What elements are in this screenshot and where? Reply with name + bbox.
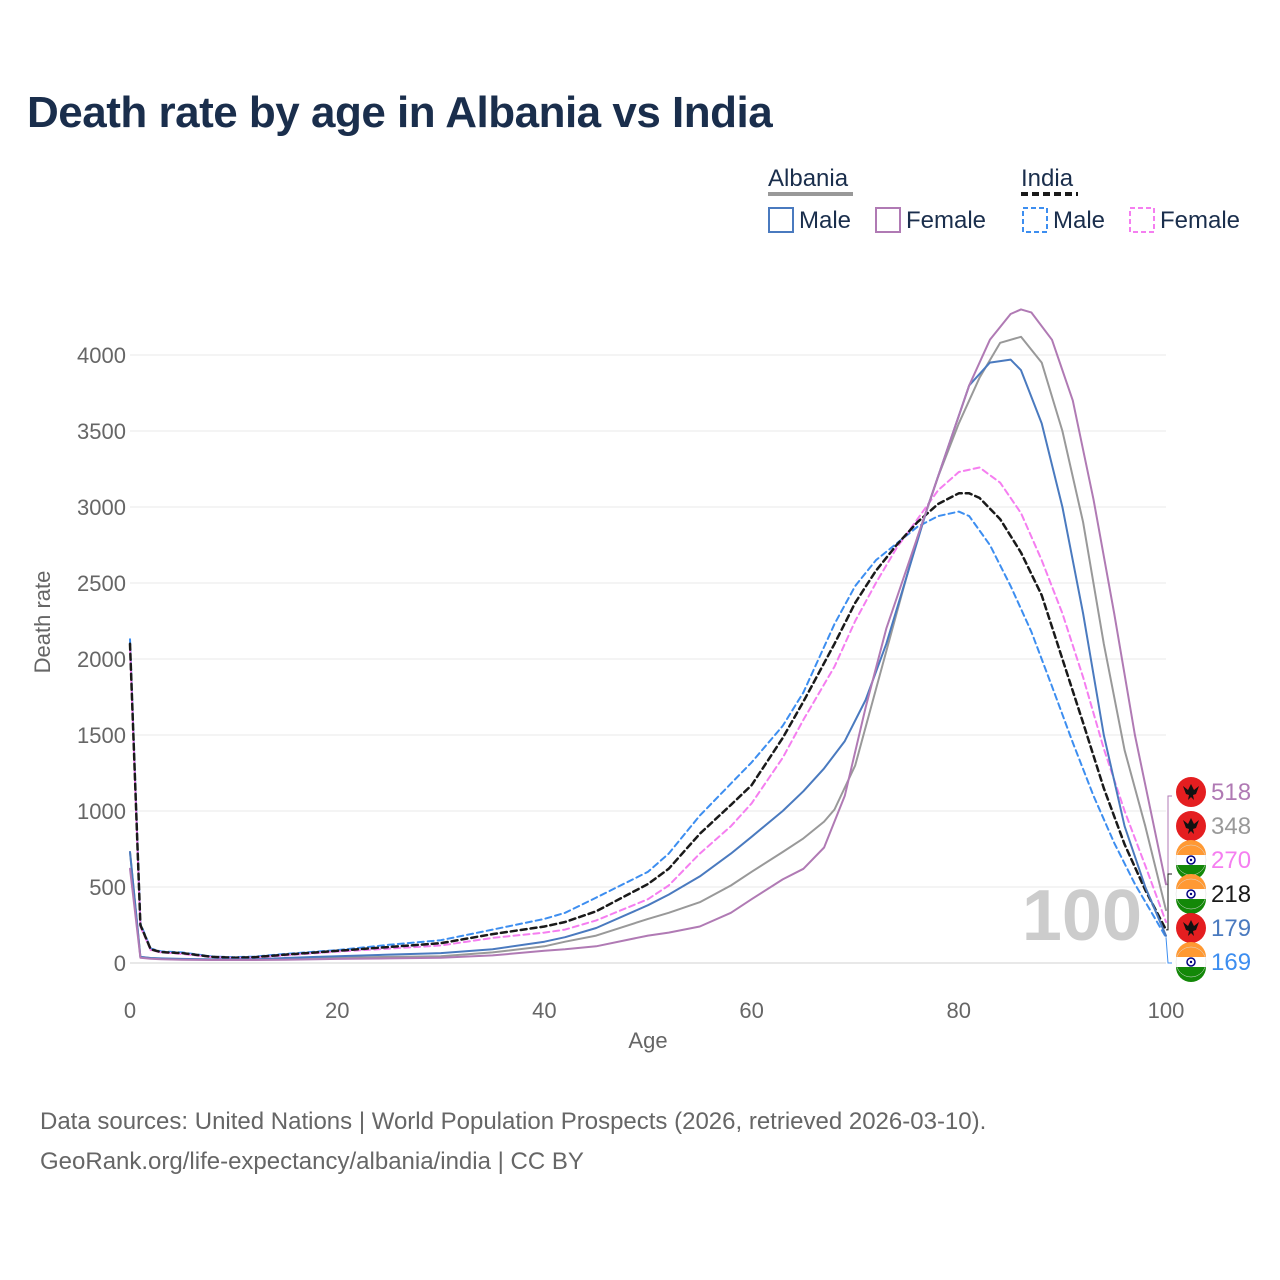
x-tick-label: 0 bbox=[124, 998, 136, 1023]
end-label-albania-female: 518 bbox=[1211, 779, 1251, 806]
end-connector bbox=[1165, 937, 1172, 964]
x-tick-label: 40 bbox=[532, 998, 556, 1023]
y-tick-label: 2000 bbox=[77, 647, 126, 672]
legend: Albania India Male Female Male Female bbox=[768, 165, 1240, 234]
india-flag-icon bbox=[1175, 942, 1207, 982]
legend-albania-male-label: Male bbox=[799, 207, 851, 234]
y-tick-label: 3500 bbox=[77, 419, 126, 444]
albania-flag-icon bbox=[1176, 913, 1206, 943]
y-axis-label: Death rate bbox=[30, 571, 55, 674]
x-tick-label: 20 bbox=[325, 998, 349, 1023]
legend-albania-female-label: Female bbox=[906, 207, 986, 234]
series-line-albania-female bbox=[129, 308, 1167, 961]
legend-india-male-swatch bbox=[1022, 207, 1048, 233]
end-label-india-male: 169 bbox=[1211, 949, 1251, 976]
end-label-india-female: 270 bbox=[1211, 847, 1251, 874]
end-label-albania-male: 179 bbox=[1211, 915, 1251, 942]
y-tick-label: 4000 bbox=[77, 343, 126, 368]
albania-flag-icon bbox=[1176, 811, 1206, 841]
current-age-label: 100 bbox=[1022, 876, 1142, 956]
y-tick-label: 1500 bbox=[77, 723, 126, 748]
gridlines bbox=[130, 354, 1166, 964]
y-tick-label: 2500 bbox=[77, 571, 126, 596]
source-line: Data sources: United Nations | World Pop… bbox=[40, 1108, 987, 1135]
legend-albania-male-swatch bbox=[768, 207, 794, 233]
x-axis-ticks: 0 20 40 60 80 100 bbox=[124, 998, 1184, 1023]
series-line-india-total bbox=[128, 492, 1168, 959]
legend-india-female-swatch bbox=[1129, 207, 1155, 233]
series-lines bbox=[128, 308, 1168, 961]
end-connector bbox=[1166, 873, 1172, 931]
legend-india-male-label: Male bbox=[1053, 207, 1105, 234]
chart-title: Death rate by age in Albania vs India bbox=[27, 88, 773, 137]
y-axis-ticks: 0 500 1000 1500 2000 2500 3000 3500 4000 bbox=[77, 343, 126, 976]
legend-albania-title: Albania bbox=[768, 165, 849, 192]
y-tick-label: 1000 bbox=[77, 799, 126, 824]
series-line-albania-total bbox=[129, 335, 1167, 961]
x-axis-label: Age bbox=[628, 1028, 667, 1053]
x-tick-label: 100 bbox=[1148, 998, 1185, 1023]
x-tick-label: 80 bbox=[947, 998, 971, 1023]
y-tick-label: 500 bbox=[89, 875, 126, 900]
attribution-link[interactable]: GeoRank.org/life-expectancy/albania/indi… bbox=[40, 1148, 584, 1175]
x-tick-label: 60 bbox=[739, 998, 763, 1023]
legend-albania-female-swatch bbox=[875, 207, 901, 233]
y-tick-label: 3000 bbox=[77, 495, 126, 520]
albania-flag-icon bbox=[1176, 777, 1206, 807]
end-label-india-total: 218 bbox=[1211, 881, 1251, 908]
y-tick-label: 0 bbox=[114, 951, 126, 976]
end-connector bbox=[1166, 795, 1172, 885]
end-labels: 518 348 270 218 179 169 bbox=[1165, 777, 1251, 982]
legend-india-title: India bbox=[1021, 165, 1074, 192]
india-flag-icon bbox=[1175, 874, 1207, 914]
end-label-albania-total: 348 bbox=[1211, 813, 1251, 840]
legend-india-female-label: Female bbox=[1160, 207, 1240, 234]
series-line-india-male bbox=[129, 510, 1167, 959]
